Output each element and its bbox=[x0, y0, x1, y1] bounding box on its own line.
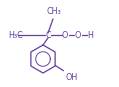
Text: CH₃: CH₃ bbox=[47, 7, 61, 16]
Text: OH: OH bbox=[65, 73, 78, 82]
Text: O: O bbox=[62, 31, 68, 39]
Text: C: C bbox=[45, 31, 51, 39]
Text: H: H bbox=[87, 31, 93, 39]
Text: H₃C: H₃C bbox=[8, 31, 23, 39]
Text: O: O bbox=[75, 31, 81, 39]
